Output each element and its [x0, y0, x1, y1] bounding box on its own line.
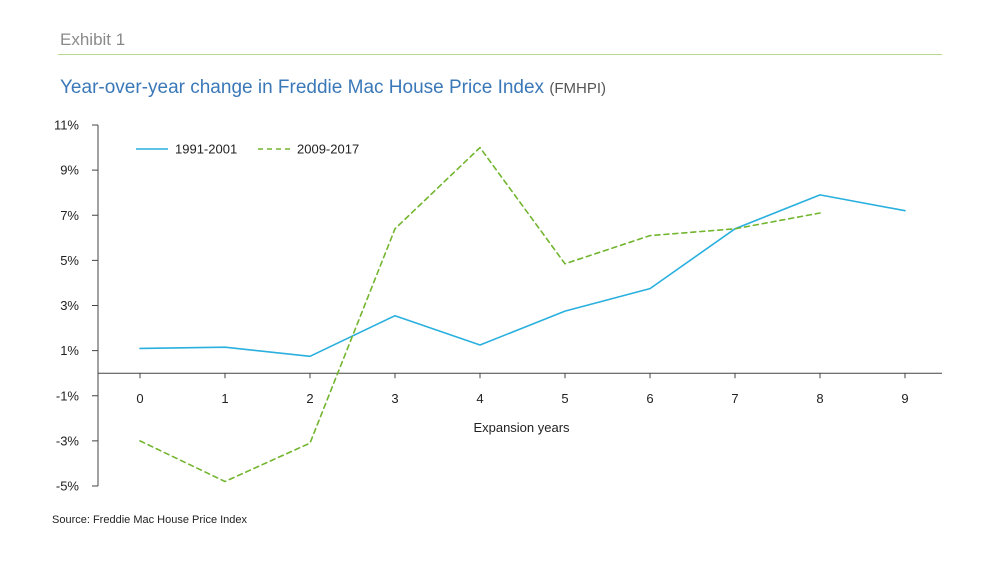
source-note: Source: Freddie Mac House Price Index — [52, 514, 248, 526]
exhibit-divider — [58, 54, 942, 55]
y-tick-label: 3% — [60, 298, 79, 313]
y-tick-label: -3% — [56, 433, 80, 448]
chart-title-suffix: (FMHPI) — [549, 80, 606, 97]
x-tick-label: 0 — [136, 391, 143, 406]
x-tick-label: 8 — [816, 391, 823, 406]
y-tick-label: 9% — [60, 163, 79, 178]
legend-label: 1991-2001 — [175, 142, 237, 157]
series-line-1991-2001 — [139, 194, 906, 358]
x-tick-label: 4 — [476, 391, 483, 406]
y-tick-label: -1% — [56, 388, 80, 403]
x-tick-label: 2 — [306, 391, 313, 406]
x-tick-label: 3 — [391, 391, 398, 406]
y-tick-label: 7% — [60, 208, 79, 223]
y-tick-label: 1% — [60, 343, 79, 358]
x-tick-label: 9 — [901, 391, 908, 406]
y-tick-label: 11% — [54, 118, 79, 133]
legend-label: 2009-2017 — [297, 142, 359, 157]
x-tick-label: 1 — [221, 391, 228, 406]
y-tick-label: -5% — [56, 479, 80, 494]
y-tick-label: 5% — [60, 253, 79, 268]
x-tick-label: 5 — [561, 391, 568, 406]
chart-title-main: Year-over-year change in Freddie Mac Hou… — [60, 77, 545, 98]
x-axis-title: Expansion years — [473, 420, 570, 435]
exhibit-label: Exhibit 1 — [60, 30, 126, 49]
x-tick-label: 6 — [646, 391, 653, 406]
chart-title: Year-over-year change in Freddie Mac Hou… — [60, 77, 606, 99]
x-tick-label: 7 — [731, 391, 738, 406]
series-line-2009-2017 — [139, 146, 821, 483]
